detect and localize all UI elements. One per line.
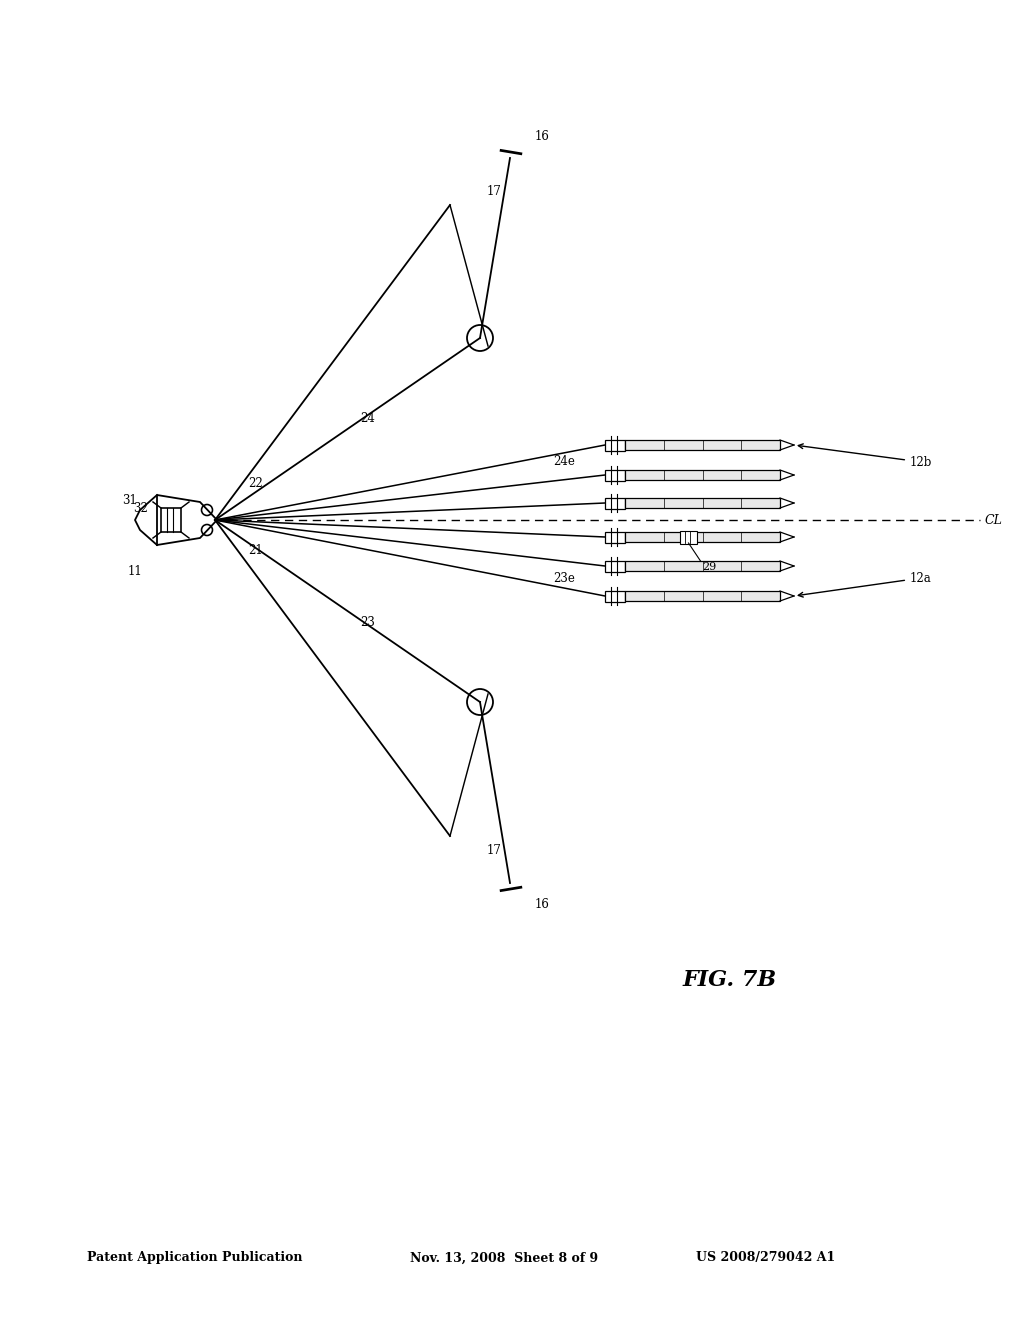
- Text: 17: 17: [487, 185, 502, 198]
- Text: FIG. 7B: FIG. 7B: [683, 969, 777, 991]
- Bar: [625, 561, 780, 572]
- Text: 12a: 12a: [799, 572, 932, 597]
- Text: 17: 17: [487, 843, 502, 857]
- Bar: [625, 591, 780, 601]
- Bar: [625, 470, 780, 480]
- Text: 12b: 12b: [799, 444, 933, 469]
- Text: 23: 23: [360, 615, 375, 628]
- Bar: [680, 531, 697, 544]
- Text: Patent Application Publication: Patent Application Publication: [87, 1251, 302, 1265]
- Text: 29: 29: [702, 562, 717, 572]
- Bar: [625, 440, 780, 450]
- Bar: [605, 591, 625, 602]
- Text: US 2008/279042 A1: US 2008/279042 A1: [696, 1251, 836, 1265]
- Text: CL: CL: [985, 513, 1002, 527]
- Text: 22: 22: [248, 477, 263, 490]
- Bar: [605, 498, 625, 510]
- Bar: [625, 498, 780, 508]
- Bar: [161, 508, 181, 532]
- Text: 23e: 23e: [553, 572, 574, 585]
- Text: Nov. 13, 2008  Sheet 8 of 9: Nov. 13, 2008 Sheet 8 of 9: [410, 1251, 598, 1265]
- Text: 11: 11: [128, 565, 142, 578]
- Text: 21: 21: [248, 544, 263, 557]
- Text: 16: 16: [535, 898, 550, 911]
- Bar: [605, 532, 625, 543]
- Bar: [625, 532, 780, 543]
- Text: 24e: 24e: [553, 455, 574, 469]
- Bar: [605, 470, 625, 480]
- Bar: [605, 440, 625, 451]
- Text: 31: 31: [122, 494, 137, 507]
- Text: 24: 24: [360, 412, 375, 425]
- Bar: [605, 561, 625, 572]
- Text: 16: 16: [535, 129, 550, 143]
- Text: 32: 32: [133, 502, 148, 515]
